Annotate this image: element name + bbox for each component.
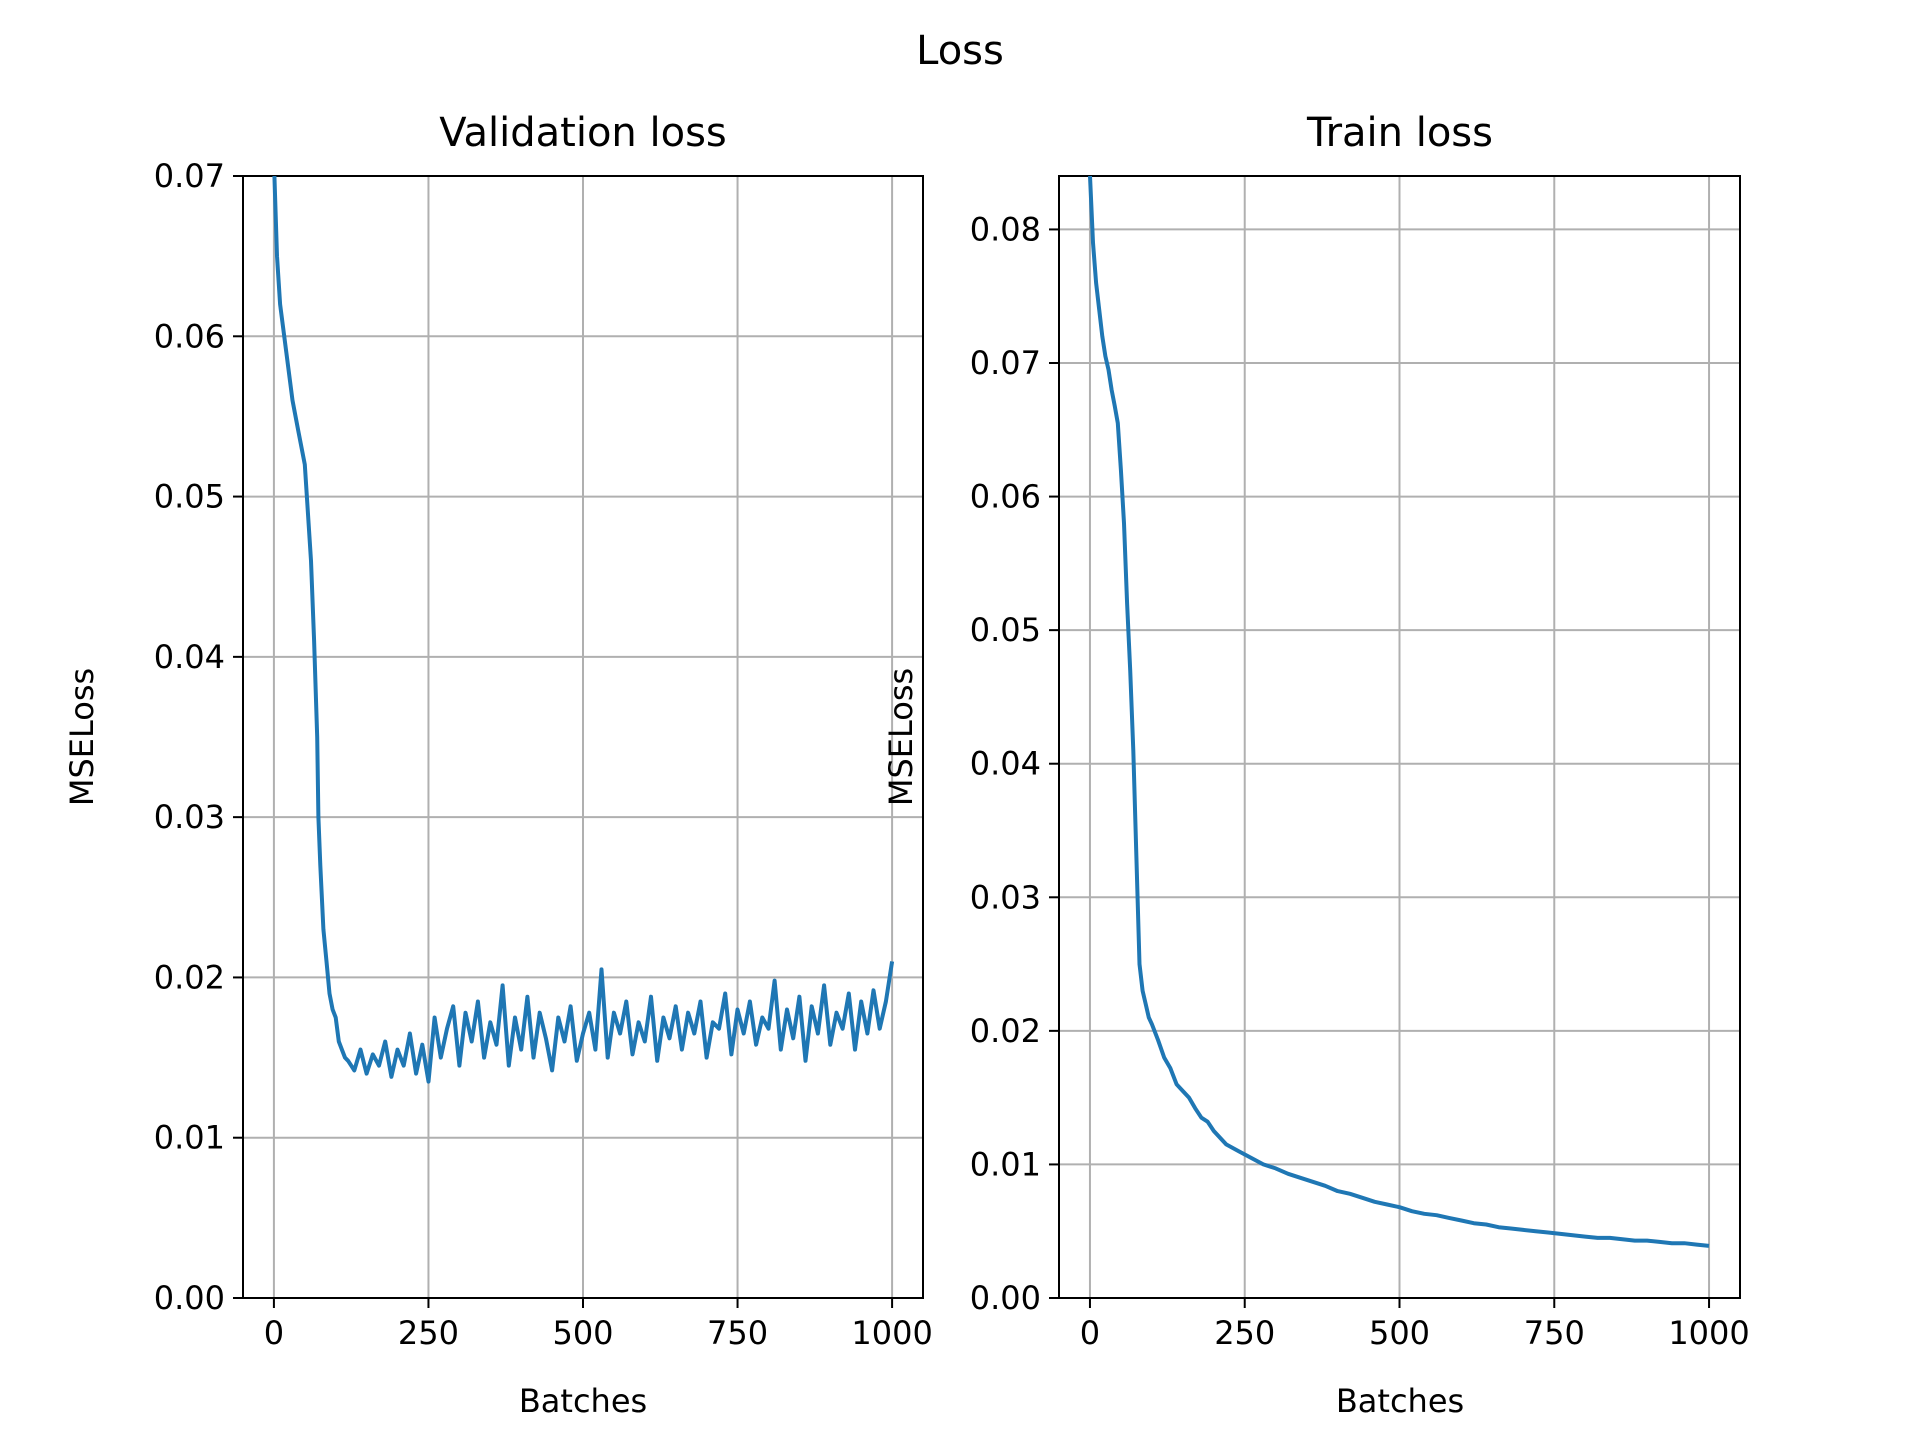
validation-y-tick-label: 0.06: [154, 317, 225, 355]
train-y-tick-label: 0.04: [970, 745, 1041, 783]
validation-x-axis-label: Batches: [519, 1382, 647, 1420]
train-loss-line: [1088, 176, 1710, 1248]
train-y-tick-label: 0.03: [970, 878, 1041, 916]
train-x-tick-label: 500: [1369, 1314, 1430, 1352]
train-loss-subplot: Train loss 0 250 500 750 1000 0.00 0.01 0.02 0.0…: [882, 110, 1750, 1420]
train-y-tick-label: 0.01: [970, 1145, 1041, 1183]
validation-series: [272, 176, 895, 1084]
train-y-tick-label: 0.07: [970, 344, 1041, 382]
train-y-tick-label: 0.06: [970, 478, 1041, 516]
validation-y-tick-label: 0.01: [154, 1119, 225, 1157]
validation-x-tick-label: 250: [398, 1314, 459, 1352]
train-x-tick-label: 1000: [1668, 1314, 1749, 1352]
validation-loss-title: Validation loss: [439, 110, 727, 156]
validation-x-tick-label: 500: [552, 1314, 613, 1352]
validation-x-tick-label: 0: [264, 1314, 284, 1352]
validation-y-tick-label: 0.05: [154, 478, 225, 516]
train-y-tick-label: 0.08: [970, 210, 1041, 248]
validation-x-tick-label: 1000: [851, 1314, 932, 1352]
train-x-tick-label: 250: [1214, 1314, 1275, 1352]
validation-y-axis-label: MSELoss: [63, 668, 101, 806]
validation-y-tick-label: 0.03: [154, 798, 225, 836]
validation-y-tick-label: 0.04: [154, 638, 225, 676]
validation-x-tick-label: 750: [707, 1314, 768, 1352]
validation-loss-line: [272, 176, 895, 1084]
validation-grid: [243, 175, 923, 1299]
train-ticks: 0 250 500 750 1000 0.00 0.01 0.02 0.03 0.04 0.05 0.…: [970, 210, 1750, 1352]
figure-title: Loss: [916, 28, 1004, 74]
train-loss-title: Train loss: [1306, 110, 1493, 156]
train-x-tick-label: 0: [1080, 1314, 1100, 1352]
train-series: [1088, 176, 1710, 1248]
validation-ticks: 0 250 500 750 1000 0.00 0.01 0.02 0.03 0.04 0.05 0.…: [154, 157, 933, 1352]
train-y-axis-label: MSELoss: [882, 668, 920, 806]
train-y-tick-label: 0.02: [970, 1012, 1041, 1050]
validation-y-tick-label: 0.00: [154, 1279, 225, 1317]
train-x-axis-label: Batches: [1336, 1382, 1464, 1420]
train-grid: [1059, 176, 1740, 1299]
train-x-tick-label: 750: [1524, 1314, 1585, 1352]
validation-y-tick-label: 0.07: [154, 157, 225, 195]
train-y-tick-label: 0.05: [970, 611, 1041, 649]
train-y-tick-label: 0.00: [970, 1279, 1041, 1317]
validation-loss-subplot: Validation loss 0 250 500 750 1000 0.00 0.01 0.…: [63, 110, 933, 1420]
validation-y-tick-label: 0.02: [154, 958, 225, 996]
